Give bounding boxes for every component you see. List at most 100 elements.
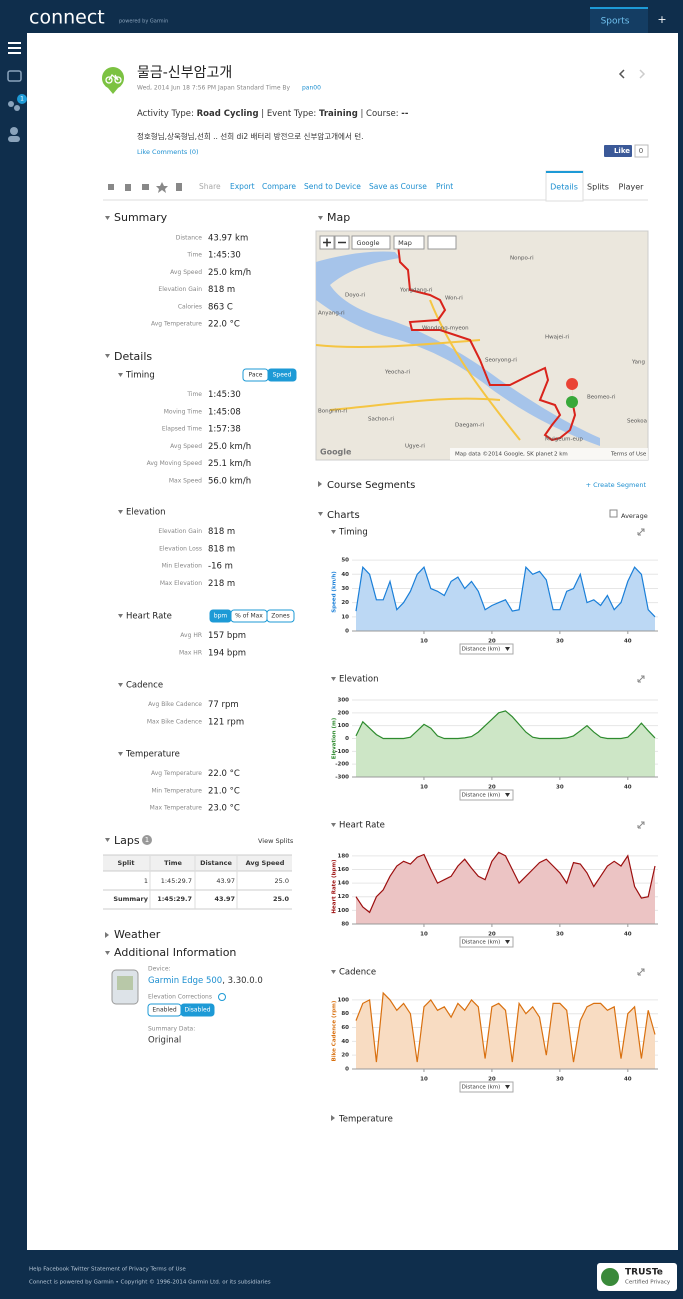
caret[interactable] xyxy=(331,677,336,681)
average-checkbox[interactable] xyxy=(609,509,618,518)
group-title[interactable]: Elevation xyxy=(126,508,165,518)
group-title[interactable]: Timing xyxy=(125,371,155,381)
caret[interactable] xyxy=(118,614,123,618)
caret[interactable] xyxy=(118,510,123,514)
tab[interactable]: Player xyxy=(619,183,645,192)
caret[interactable] xyxy=(118,752,123,756)
footer-links[interactable]: Help Facebook Twitter Statement of Priva… xyxy=(29,1267,186,1273)
device-link[interactable]: Garmin Edge 500 xyxy=(148,976,222,986)
toolbar-action[interactable]: Save as Course xyxy=(369,182,427,191)
toggle-button[interactable] xyxy=(180,1003,215,1017)
caret[interactable] xyxy=(118,683,123,687)
group-title[interactable]: Temperature xyxy=(125,750,180,760)
chart-title[interactable]: Temperature xyxy=(338,1115,393,1125)
toolbar-action[interactable]: Compare xyxy=(262,182,296,191)
group-title[interactable]: Heart Rate xyxy=(126,612,172,622)
x-unit-dropdown[interactable] xyxy=(459,1081,514,1093)
inbox-icon[interactable] xyxy=(7,70,22,82)
chart-title[interactable]: Elevation xyxy=(339,675,378,685)
x-unit-dropdown[interactable] xyxy=(459,936,514,948)
x-axis-label[interactable]: Distance (km) xyxy=(462,793,501,799)
view-splits[interactable]: View Splits xyxy=(258,837,294,845)
map-button[interactable]: Google xyxy=(357,239,380,247)
x-unit-dropdown[interactable] xyxy=(459,789,514,801)
map-frame[interactable] xyxy=(315,230,649,461)
x-tick-label: 20 xyxy=(488,1077,496,1083)
toggle-button[interactable] xyxy=(266,609,295,623)
map-button[interactable]: Map xyxy=(398,239,412,247)
next-arrow[interactable] xyxy=(639,69,646,79)
section-heading[interactable]: Summary xyxy=(114,211,168,224)
toggle-label[interactable]: Enabled xyxy=(152,1007,176,1014)
section-heading[interactable]: Additional Information xyxy=(114,946,236,959)
caret[interactable] xyxy=(331,1115,335,1121)
layers-button[interactable] xyxy=(427,235,457,250)
chart-title[interactable]: Timing xyxy=(338,528,368,538)
caret[interactable] xyxy=(331,823,336,827)
sports-tab-bg[interactable] xyxy=(590,8,648,33)
group-title[interactable]: Cadence xyxy=(126,681,163,691)
chart-title[interactable]: Cadence xyxy=(339,968,376,978)
expand-icon[interactable] xyxy=(637,821,645,829)
toolbar-action[interactable]: Export xyxy=(230,182,255,191)
zoom-controls[interactable] xyxy=(319,235,350,250)
author-link[interactable]: pan00 xyxy=(302,85,321,92)
caret[interactable] xyxy=(331,530,336,534)
section-heading[interactable]: Details xyxy=(114,350,152,363)
toolbar-action[interactable]: Send to Device xyxy=(304,182,361,191)
section-heading[interactable]: Charts xyxy=(327,510,360,521)
toggle-label[interactable]: Speed xyxy=(273,372,292,379)
like-comments[interactable]: Like Comments (0) xyxy=(137,148,199,156)
toolbar-action[interactable]: Share xyxy=(199,182,221,191)
caret[interactable] xyxy=(318,216,323,220)
x-axis-label[interactable]: Distance (km) xyxy=(462,647,501,653)
x-unit-dropdown[interactable] xyxy=(459,643,514,655)
x-tick-label: 30 xyxy=(556,785,564,791)
map-type-button[interactable] xyxy=(393,235,425,250)
caret[interactable] xyxy=(105,354,110,358)
toolbar-icons[interactable] xyxy=(108,182,182,193)
prev-arrow[interactable] xyxy=(618,69,625,79)
toggle-label[interactable]: % of Max xyxy=(235,613,263,620)
caret[interactable] xyxy=(318,481,322,487)
caret[interactable] xyxy=(318,512,323,516)
toggle-label[interactable]: Zones xyxy=(271,613,289,620)
create-segment[interactable]: + Create Segment xyxy=(586,481,647,489)
section-heading[interactable]: Course Segments xyxy=(327,480,415,491)
toggle-label[interactable]: Pace xyxy=(248,372,262,379)
tab[interactable]: Details xyxy=(550,183,578,192)
stat-label: Elevation Gain xyxy=(158,528,202,535)
chart-title[interactable]: Heart Rate xyxy=(339,821,385,831)
toggle-button[interactable] xyxy=(267,368,297,382)
x-axis-label[interactable]: Distance (km) xyxy=(462,1085,501,1091)
connections-icon[interactable] xyxy=(8,101,20,111)
section-heading[interactable]: Map xyxy=(327,211,350,224)
caret[interactable] xyxy=(118,373,123,377)
expand-icon[interactable] xyxy=(637,968,645,976)
toolbar-action[interactable]: Print xyxy=(436,182,453,191)
add-button[interactable]: + xyxy=(657,13,666,26)
x-axis-label[interactable]: Distance (km) xyxy=(462,940,501,946)
section-heading[interactable]: Laps xyxy=(114,834,140,847)
google-button[interactable] xyxy=(351,235,391,250)
sports-tab[interactable]: Sports xyxy=(601,17,630,27)
caret[interactable] xyxy=(105,838,110,842)
expand-icon[interactable] xyxy=(637,675,645,683)
expand-icon[interactable] xyxy=(637,528,645,536)
fb-like-button[interactable] xyxy=(604,145,632,157)
map-terms[interactable]: Terms of Use xyxy=(610,452,647,458)
caret[interactable] xyxy=(105,932,109,938)
toggle-label[interactable]: Disabled xyxy=(184,1007,210,1014)
tab[interactable]: Splits xyxy=(587,183,609,192)
stat-value: 25.0 km/h xyxy=(208,442,251,452)
fb-like[interactable]: Like xyxy=(614,147,630,155)
caret[interactable] xyxy=(331,970,336,974)
toggle-label[interactable]: bpm xyxy=(214,613,228,620)
caret[interactable] xyxy=(105,951,110,955)
caret[interactable] xyxy=(105,216,110,220)
section-heading[interactable]: Weather xyxy=(114,928,161,941)
menu-icon[interactable] xyxy=(8,42,21,54)
profile-icon[interactable] xyxy=(8,127,20,142)
stat-value: 218 m xyxy=(208,579,235,589)
truste-badge[interactable] xyxy=(597,1263,677,1291)
